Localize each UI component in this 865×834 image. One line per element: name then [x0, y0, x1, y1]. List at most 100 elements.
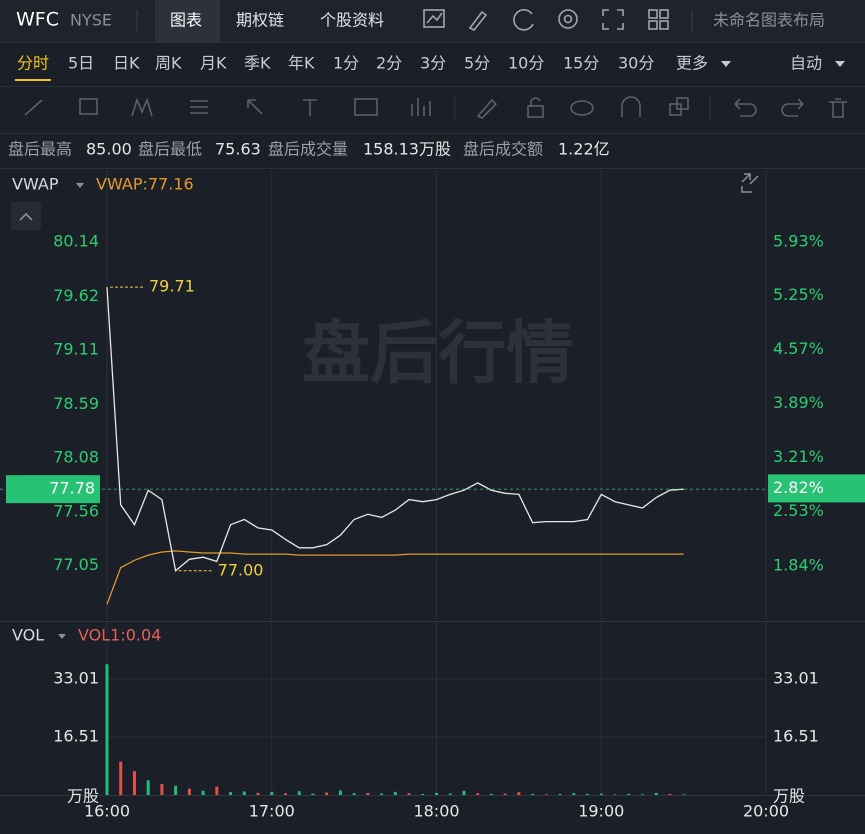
dropdown-arrow [835, 61, 845, 67]
collapse-button[interactable] [11, 202, 41, 230]
volume-bar [380, 793, 384, 795]
volume-bar [105, 664, 109, 795]
last-price-label: 77.78 [49, 479, 95, 498]
icon[interactable] [648, 9, 658, 19]
y2-tick-label: 1.84% [773, 556, 824, 575]
indicator-name[interactable]: VOL [12, 626, 44, 645]
icon[interactable] [558, 9, 578, 29]
tab[interactable]: 图表 [170, 11, 202, 30]
mode[interactable]: 自动 [790, 54, 822, 73]
period[interactable]: 30分 [618, 54, 654, 73]
volume-bar [256, 792, 260, 795]
watermark: 盘后行情 [302, 315, 574, 394]
period[interactable]: 月K [200, 54, 227, 73]
tool[interactable] [527, 105, 544, 118]
stat-label: 盘后成交量 [268, 140, 348, 159]
tool[interactable] [781, 98, 804, 117]
indicator-name[interactable]: VWAP [12, 175, 59, 194]
icon [426, 12, 443, 24]
tool [530, 97, 541, 106]
period[interactable]: 2分 [376, 54, 402, 73]
volume-bar [531, 793, 535, 795]
icon [659, 20, 669, 30]
volume-bar [270, 791, 274, 795]
volume-bar [503, 793, 507, 795]
volume-bar [489, 793, 493, 795]
volume-bar [242, 791, 246, 795]
header-bar [0, 0, 865, 42]
x-tick-label: 19:00 [578, 802, 624, 821]
period[interactable]: 10分 [508, 54, 544, 73]
tool[interactable] [131, 97, 153, 117]
unit-label: 万股 [773, 787, 805, 806]
price-line [106, 287, 684, 573]
volume-bar [572, 793, 576, 795]
tab[interactable]: 期权链 [236, 11, 284, 30]
y-tick-label: 33.01 [53, 668, 99, 687]
annotation-label: 77.00 [218, 560, 264, 579]
y2-tick-label: 3.21% [773, 447, 824, 466]
icon[interactable] [423, 9, 445, 28]
period[interactable]: 周K [155, 54, 182, 73]
icon [563, 14, 573, 24]
volume-bar [187, 788, 191, 795]
dropdown-arrow [58, 634, 66, 639]
tool[interactable] [570, 100, 594, 116]
y2-tick-label: 4.57% [773, 339, 824, 358]
y2-tick-label: 5.25% [773, 285, 824, 304]
y-tick-label: 16.51 [53, 726, 99, 745]
volume-bar [283, 793, 287, 795]
tool[interactable] [303, 99, 317, 116]
volume-bar [160, 784, 164, 795]
volume-bar [352, 793, 356, 795]
period[interactable]: 15分 [563, 54, 599, 73]
stat-value: 1.22亿 [558, 140, 610, 159]
tool[interactable] [354, 98, 378, 116]
period[interactable]: 5分 [464, 54, 490, 73]
icon[interactable] [468, 10, 488, 32]
period[interactable]: 分时 [17, 54, 49, 73]
tab[interactable]: 个股资料 [320, 11, 384, 30]
tool[interactable] [734, 98, 757, 117]
stat-value: 75.63 [215, 140, 261, 159]
unit-label: 万股 [67, 787, 99, 806]
fullscreen-icon[interactable] [741, 173, 759, 193]
x-tick-label: 17:00 [249, 802, 295, 821]
volume-bar [132, 771, 136, 795]
stat-value: 158.13万股 [363, 140, 451, 159]
volume-bar [201, 790, 205, 795]
volume-bar [366, 792, 370, 795]
last-change-box [768, 474, 865, 503]
indicator-value: VOL1:0.04 [78, 626, 161, 645]
y-tick-label: 78.08 [53, 447, 99, 466]
period[interactable]: 季K [244, 54, 271, 73]
period[interactable]: 年K [288, 54, 315, 73]
y2-tick-label: 2.53% [773, 501, 824, 520]
icon[interactable] [602, 9, 624, 30]
period[interactable]: 更多 [676, 54, 708, 73]
y2-tick-label: 33.01 [773, 668, 819, 687]
tool[interactable] [24, 99, 43, 116]
charts: 16:00 17:00 18:00 19:00 20:00 80.14 79.62 79.11… [0, 170, 865, 821]
tool[interactable] [411, 98, 431, 116]
stats-row: 盘后最高 85.00 盘后最低 75.63 盘后成交量 158.13万股 盘后成交额 1.22… [8, 140, 610, 159]
icon[interactable] [513, 9, 534, 31]
volume-bar [599, 793, 603, 795]
volume-bar [544, 794, 548, 795]
drawing-toolbar [24, 96, 847, 120]
period[interactable]: 1分 [333, 54, 359, 73]
layout-name[interactable]: 未命名图表布局 [713, 11, 825, 30]
period[interactable]: 3分 [420, 54, 446, 73]
tool[interactable] [476, 98, 498, 119]
period[interactable]: 5日 [68, 54, 94, 73]
tool[interactable] [247, 99, 263, 115]
volume-bar [627, 793, 631, 795]
tool[interactable] [829, 98, 847, 118]
tool[interactable] [79, 98, 98, 115]
period[interactable]: 日K [113, 54, 140, 73]
tool[interactable] [190, 100, 208, 114]
tool[interactable] [621, 96, 641, 117]
stat-value: 85.00 [86, 140, 132, 159]
stat-label: 盘后成交额 [463, 140, 543, 159]
